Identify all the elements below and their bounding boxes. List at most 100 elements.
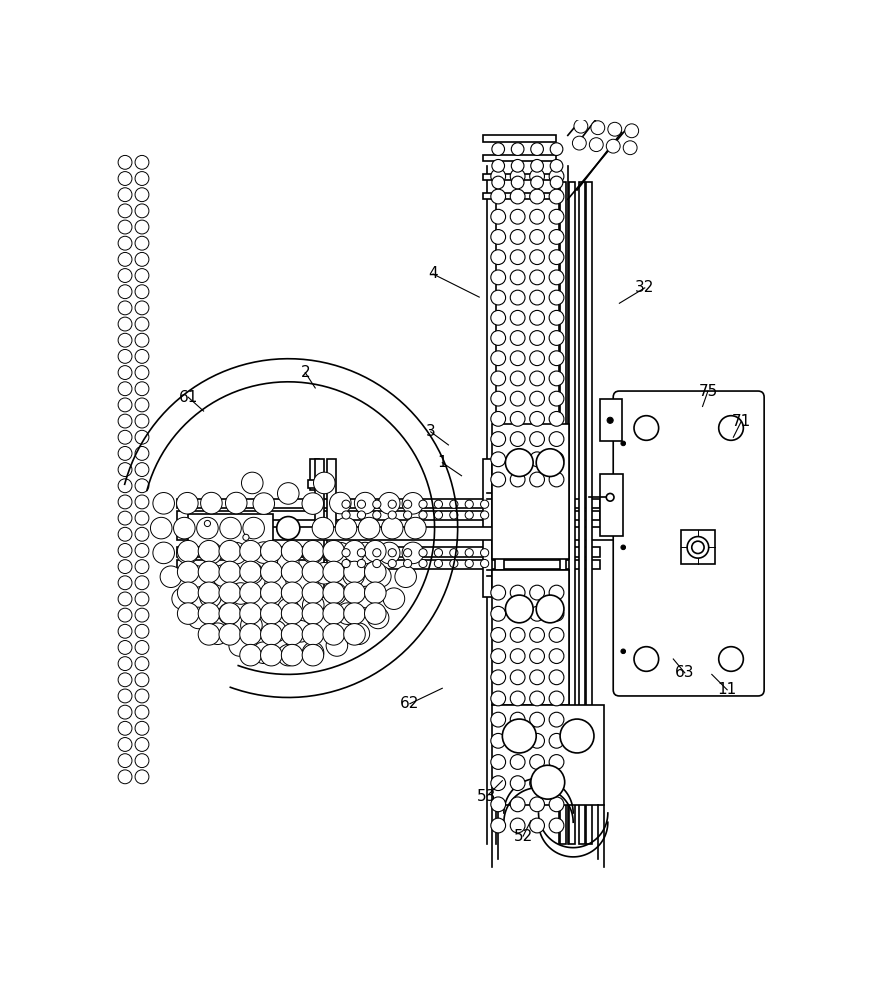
Circle shape xyxy=(135,285,149,299)
Circle shape xyxy=(135,204,149,218)
Circle shape xyxy=(135,446,149,460)
Circle shape xyxy=(510,776,525,791)
Bar xyxy=(578,182,585,844)
Circle shape xyxy=(549,628,564,642)
Circle shape xyxy=(491,351,506,366)
Circle shape xyxy=(572,136,586,150)
Circle shape xyxy=(529,452,544,467)
Circle shape xyxy=(529,189,544,204)
Circle shape xyxy=(510,712,525,727)
Circle shape xyxy=(549,270,564,285)
Circle shape xyxy=(529,411,544,426)
Circle shape xyxy=(240,582,262,604)
Circle shape xyxy=(492,159,505,172)
Circle shape xyxy=(135,770,149,784)
Circle shape xyxy=(419,549,427,557)
Circle shape xyxy=(118,770,132,784)
Circle shape xyxy=(529,755,544,769)
Circle shape xyxy=(529,250,544,265)
Circle shape xyxy=(118,463,132,477)
Circle shape xyxy=(219,582,241,604)
Circle shape xyxy=(574,119,588,133)
Circle shape xyxy=(529,628,544,642)
Circle shape xyxy=(118,608,132,622)
Circle shape xyxy=(118,527,132,541)
Circle shape xyxy=(344,624,365,645)
Circle shape xyxy=(480,511,488,519)
Circle shape xyxy=(240,624,262,645)
Text: 62: 62 xyxy=(400,696,419,711)
Circle shape xyxy=(135,188,149,202)
Circle shape xyxy=(536,595,564,623)
Circle shape xyxy=(253,493,275,514)
Circle shape xyxy=(135,705,149,719)
Circle shape xyxy=(135,738,149,751)
Circle shape xyxy=(135,430,149,444)
Circle shape xyxy=(550,143,562,155)
Circle shape xyxy=(434,549,442,557)
Text: 63: 63 xyxy=(675,665,695,680)
Circle shape xyxy=(607,417,613,423)
Circle shape xyxy=(491,169,506,184)
Circle shape xyxy=(325,583,346,604)
Circle shape xyxy=(529,776,544,791)
Circle shape xyxy=(176,542,198,564)
Text: 75: 75 xyxy=(698,384,718,399)
Text: 32: 32 xyxy=(635,280,655,295)
Circle shape xyxy=(323,624,344,645)
Circle shape xyxy=(529,797,544,812)
Circle shape xyxy=(491,712,506,727)
Circle shape xyxy=(404,559,412,568)
Circle shape xyxy=(302,582,324,604)
Circle shape xyxy=(529,606,544,621)
Circle shape xyxy=(153,493,174,514)
Circle shape xyxy=(511,176,524,189)
Circle shape xyxy=(549,733,564,748)
Circle shape xyxy=(510,250,525,265)
Circle shape xyxy=(242,534,249,540)
Circle shape xyxy=(198,540,220,562)
FancyBboxPatch shape xyxy=(613,391,764,696)
Circle shape xyxy=(118,382,132,396)
Circle shape xyxy=(135,624,149,638)
Circle shape xyxy=(135,576,149,590)
Circle shape xyxy=(177,582,199,604)
Circle shape xyxy=(135,544,149,557)
Circle shape xyxy=(402,542,424,564)
Bar xyxy=(327,459,336,597)
Circle shape xyxy=(118,592,132,606)
Circle shape xyxy=(348,623,370,645)
Circle shape xyxy=(510,169,525,184)
Circle shape xyxy=(549,209,564,224)
Circle shape xyxy=(510,371,525,386)
Circle shape xyxy=(492,143,505,155)
Circle shape xyxy=(261,624,283,645)
Circle shape xyxy=(560,719,594,753)
Circle shape xyxy=(510,209,525,224)
Circle shape xyxy=(549,452,564,467)
Circle shape xyxy=(491,310,506,325)
Circle shape xyxy=(491,691,506,706)
Circle shape xyxy=(529,472,544,487)
Circle shape xyxy=(491,331,506,345)
Circle shape xyxy=(419,511,427,519)
Circle shape xyxy=(404,500,412,508)
Circle shape xyxy=(201,492,222,514)
Circle shape xyxy=(226,542,247,564)
Circle shape xyxy=(529,733,544,748)
Circle shape xyxy=(186,566,207,587)
Circle shape xyxy=(372,549,381,557)
Circle shape xyxy=(118,754,132,768)
Circle shape xyxy=(367,607,389,629)
Circle shape xyxy=(549,432,564,446)
Bar xyxy=(177,560,600,569)
Circle shape xyxy=(197,517,218,539)
Circle shape xyxy=(510,310,525,325)
Circle shape xyxy=(378,542,400,564)
Circle shape xyxy=(591,121,605,135)
Circle shape xyxy=(450,549,458,557)
Circle shape xyxy=(290,621,311,642)
Circle shape xyxy=(491,391,506,406)
Bar xyxy=(681,530,715,564)
Bar xyxy=(493,570,569,705)
